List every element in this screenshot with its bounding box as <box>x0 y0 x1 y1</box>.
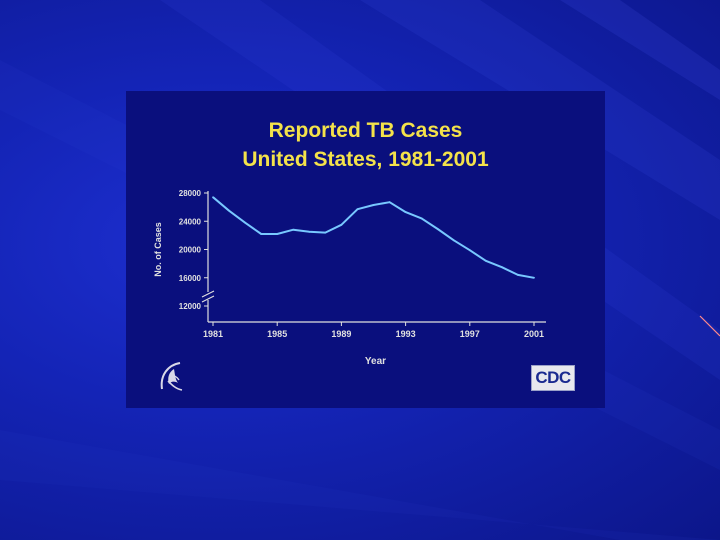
data-point <box>340 223 343 226</box>
cdc-logo: CDC <box>531 365 575 391</box>
data-point <box>244 221 246 224</box>
data-point <box>388 201 391 204</box>
data-point <box>484 259 487 262</box>
cdc-logo-text: CDC <box>535 368 571 387</box>
tb-cases-line-chart: 12000 16000 20000 24000 28000 1981 1985 1989 19… <box>153 189 546 367</box>
y-tick-label: 28000 <box>179 189 202 198</box>
chart-title-line-2: United States, 1981-2001 <box>242 148 489 171</box>
data-point <box>517 274 519 276</box>
data-point <box>420 217 423 220</box>
series-line-0 <box>212 196 535 279</box>
data-point <box>212 196 214 199</box>
x-tick-label: 1993 <box>396 329 416 339</box>
x-tick-label: 1989 <box>331 329 351 339</box>
x-tick-label: 1985 <box>267 329 287 339</box>
y-axis-break-mark <box>201 295 215 303</box>
data-point <box>292 228 295 231</box>
data-point <box>404 211 407 213</box>
data-point <box>372 204 375 206</box>
x-tick-label: 1981 <box>203 329 223 339</box>
y-tick-label: 20000 <box>179 246 202 255</box>
y-tick-label: 24000 <box>179 217 202 226</box>
data-point <box>501 266 503 269</box>
y-tick-label: 12000 <box>179 302 202 311</box>
chart-title-line-1: Reported TB Cases <box>268 119 463 142</box>
y-tick-label: 16000 <box>179 274 202 283</box>
data-point <box>468 249 471 252</box>
data-point <box>276 233 279 235</box>
data-point <box>324 231 327 234</box>
data-point <box>308 230 311 233</box>
data-point <box>452 239 455 242</box>
y-axis-label: No. of Cases <box>153 222 163 277</box>
slide-image-panel: Reported TB Cases United States, 1981-20… <box>126 91 605 408</box>
x-axis-label: Year <box>365 356 386 367</box>
hhs-eagle-icon <box>160 362 183 391</box>
x-tick-label: 1997 <box>460 329 480 339</box>
data-point <box>260 233 263 235</box>
data-point <box>533 276 535 279</box>
y-axis-break-mark <box>201 290 215 298</box>
data-point <box>356 208 359 211</box>
data-point <box>436 228 439 230</box>
data-point <box>228 209 230 212</box>
x-tick-label: 2001 <box>524 329 544 339</box>
